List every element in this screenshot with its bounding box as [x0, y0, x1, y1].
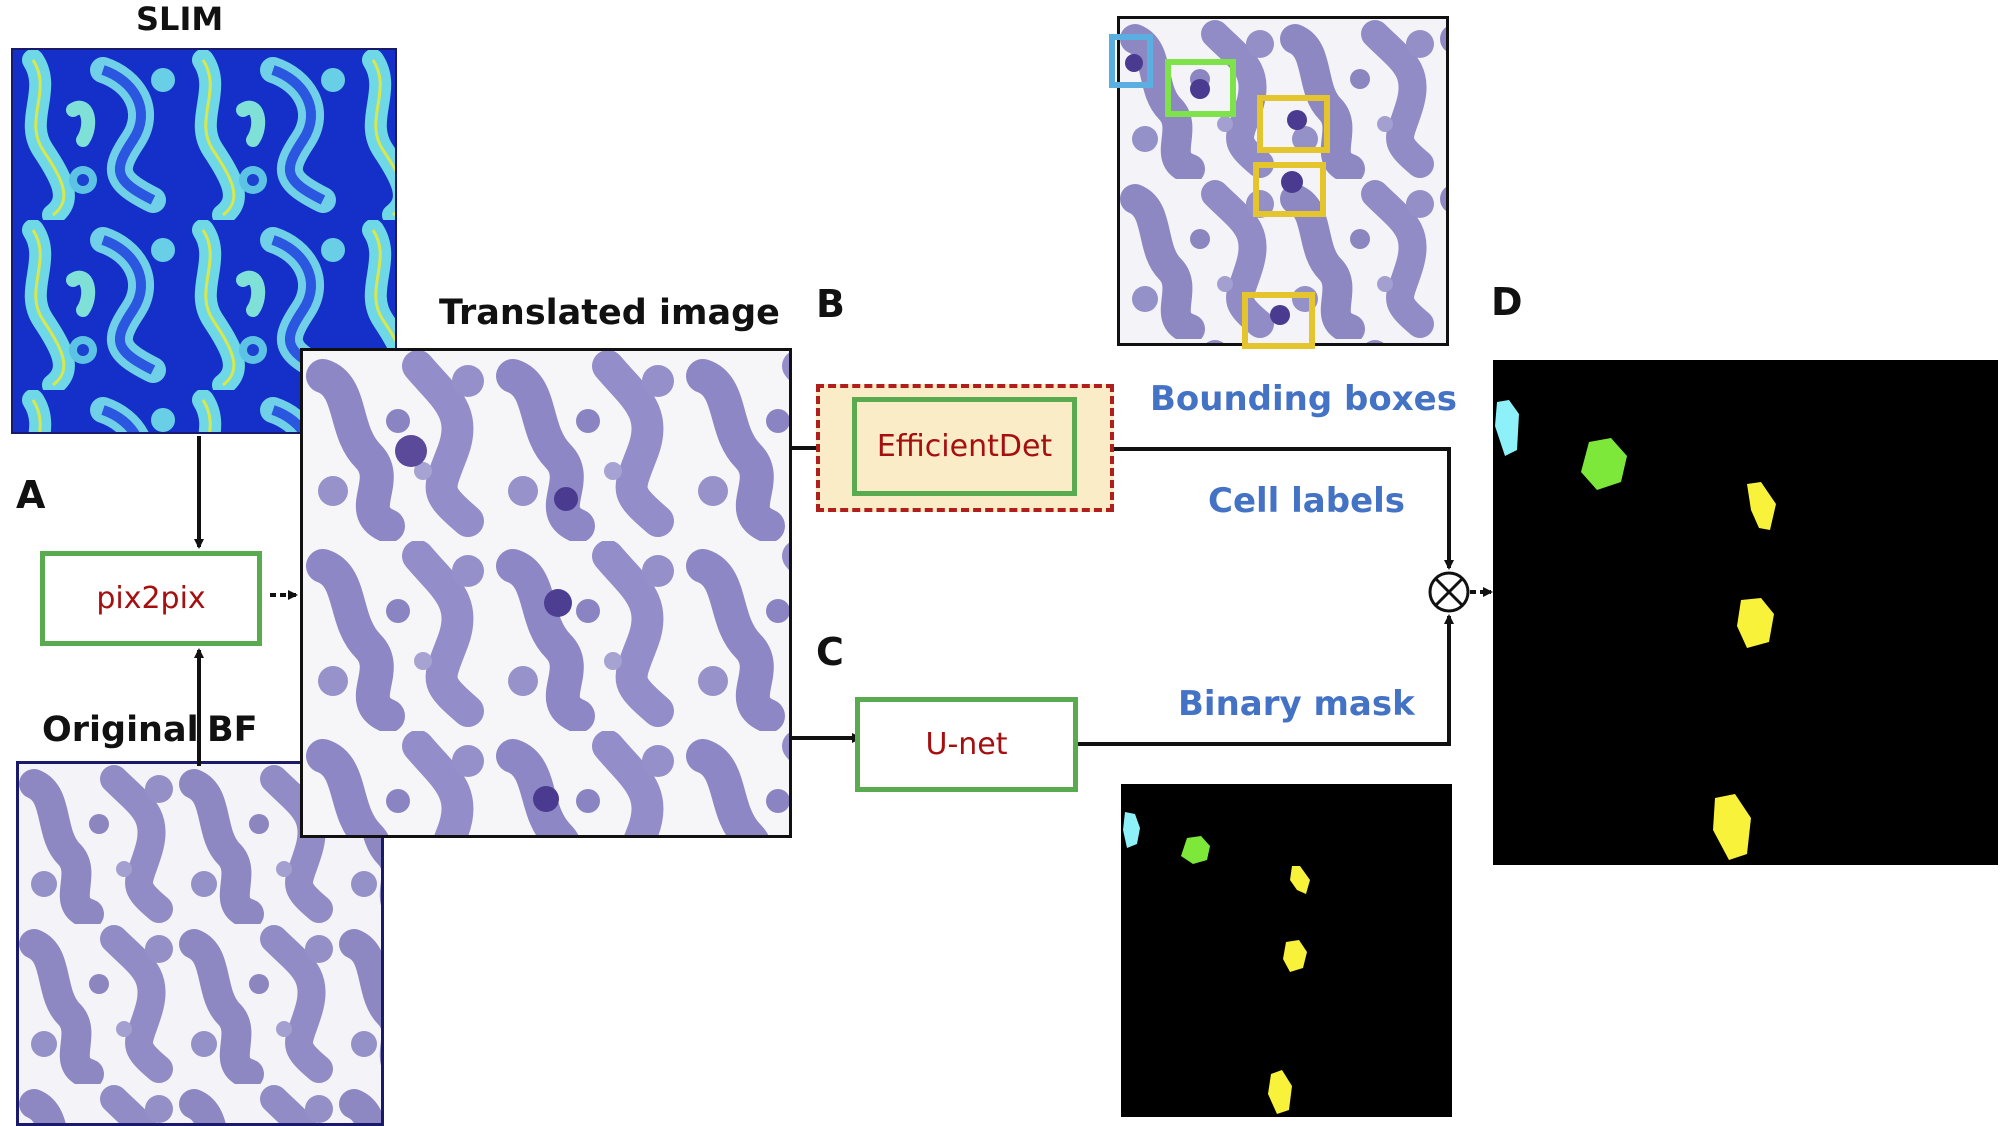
panel-letter-a: A	[16, 473, 46, 517]
mask-yellow-cell-3	[1268, 1070, 1292, 1114]
bf-title: BF	[207, 710, 258, 750]
binary-mask-image	[1121, 784, 1452, 1117]
pix2pix-label: pix2pix	[96, 581, 206, 616]
bbox-green	[1165, 59, 1236, 117]
final-output-image	[1493, 360, 1998, 865]
translated-title: Translated image	[439, 293, 780, 333]
pix2pix-box: pix2pix	[40, 551, 262, 646]
mask-green-cell	[1181, 836, 1210, 864]
line-unet-to-combine	[1078, 614, 1454, 746]
output-cyan-cell	[1495, 400, 1519, 456]
translated-image	[300, 348, 792, 838]
bounding-boxes-label: Bounding boxes	[1150, 379, 1457, 419]
panel-letter-b: B	[816, 282, 845, 326]
binary-mask-label: Binary mask	[1178, 684, 1415, 724]
combine-operator	[1428, 571, 1470, 613]
bounding-box-image	[1117, 16, 1449, 346]
mask-yellow-cell-1	[1290, 866, 1310, 894]
bbox-yellow-3	[1242, 292, 1315, 349]
output-yellow-cell-1	[1747, 482, 1776, 530]
output-yellow-cell-2	[1737, 598, 1774, 648]
output-yellow-cell-3	[1713, 794, 1751, 860]
original-title: Original	[42, 710, 199, 750]
output-green-cell	[1581, 438, 1627, 490]
mask-cyan-cell	[1123, 812, 1140, 848]
efficientdet-label: EfficientDet	[876, 429, 1053, 464]
unet-label: U-net	[925, 727, 1008, 762]
bbox-yellow-2	[1253, 162, 1326, 217]
bbox-yellow-1	[1257, 95, 1330, 153]
slim-title: SLIM	[136, 0, 224, 38]
bbox-cyan	[1109, 34, 1153, 88]
efficientdet-box: EfficientDet	[852, 397, 1077, 496]
cell-labels-label: Cell labels	[1208, 481, 1406, 521]
mask-yellow-cell-2	[1283, 940, 1307, 972]
panel-letter-c: C	[816, 630, 844, 674]
panel-letter-d: D	[1491, 280, 1523, 324]
unet-box: U-net	[855, 697, 1078, 792]
